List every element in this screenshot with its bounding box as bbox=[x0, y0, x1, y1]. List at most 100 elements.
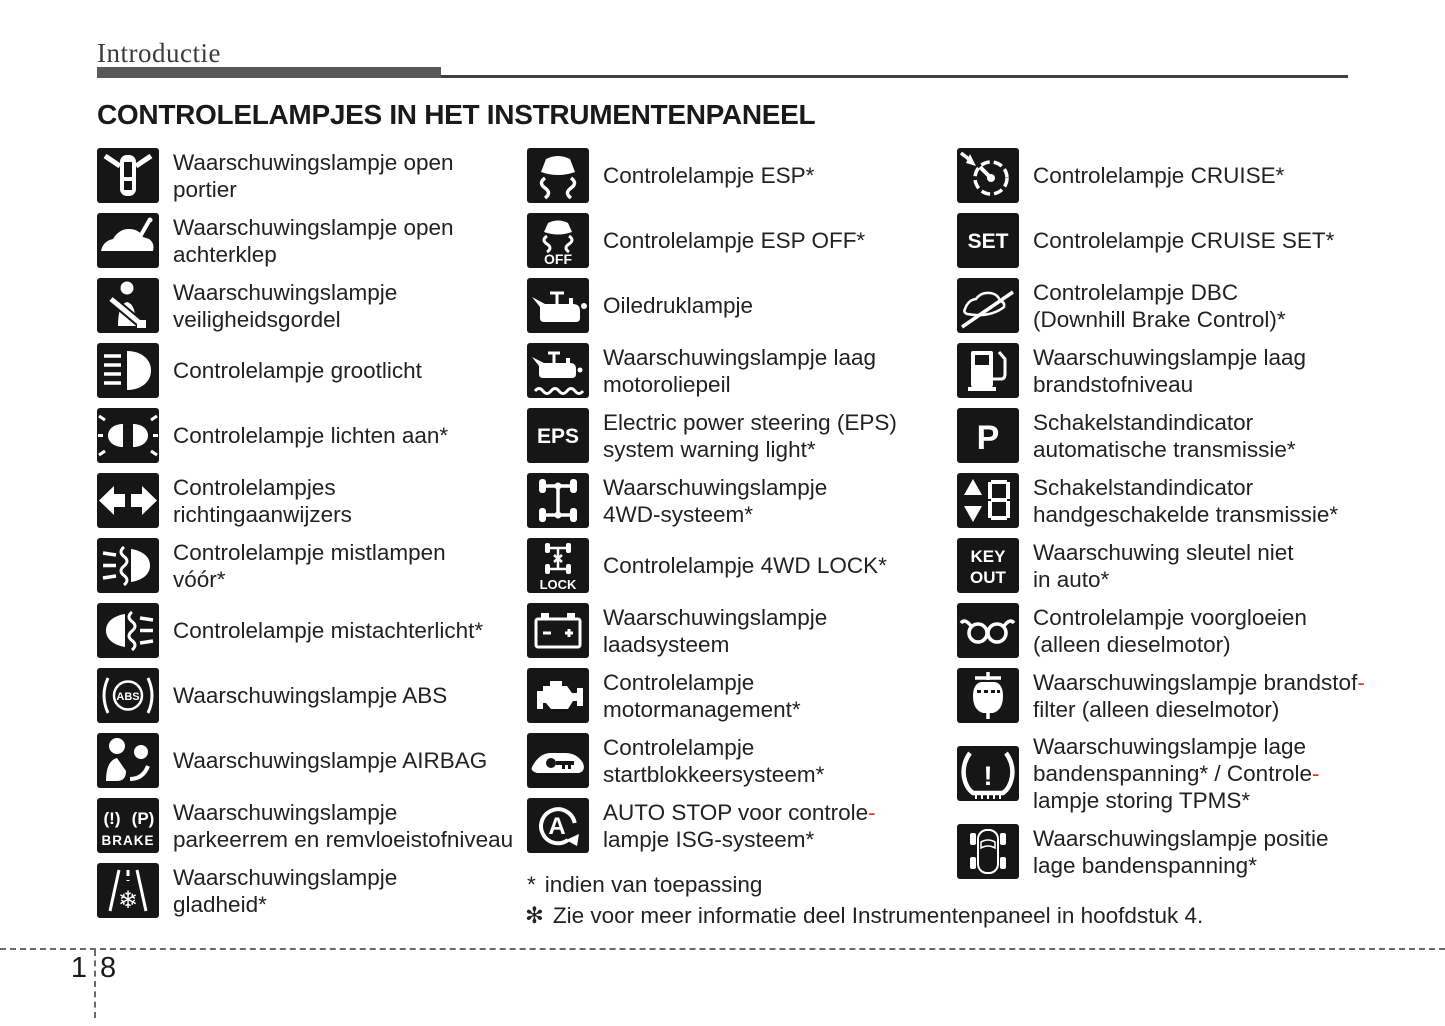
section-title: Introductie bbox=[97, 38, 221, 68]
tailgate-open-icon bbox=[97, 213, 159, 268]
indicator-row: Controlelampje startblokkeersysteem* bbox=[527, 733, 957, 788]
indicator-label: Waarschuwingslampje gladheid* bbox=[173, 864, 397, 918]
svg-text:EPS: EPS bbox=[537, 425, 579, 448]
footnote-text: Zie voor meer informatie deel Instrument… bbox=[552, 903, 1204, 928]
indicator-label: Controlelampjes richtingaanwijzers bbox=[173, 474, 352, 528]
indicator-row: Controlelampje DBC (Downhill Brake Contro… bbox=[957, 278, 1387, 333]
cruise-icon bbox=[957, 148, 1019, 203]
indicator-label-line: Waarschuwingslampje bbox=[173, 279, 398, 305]
indicator-label-line: filter (alleen dieselmotor) bbox=[1033, 696, 1280, 722]
indicator-row: Controlelampje CRUISE* bbox=[957, 148, 1387, 203]
indicator-label: Controlelampje grootlicht bbox=[173, 357, 422, 384]
header-bar bbox=[97, 67, 441, 78]
indicator-label-line: Controlelampjes bbox=[173, 474, 336, 500]
indicator-row: Controlelampje motormanagement* bbox=[527, 668, 957, 723]
indicator-label-line: system warning light* bbox=[603, 436, 816, 462]
front-fog-icon bbox=[97, 538, 159, 593]
indicator-row: Controlelampjes richtingaanwijzers bbox=[97, 473, 527, 528]
turn-signals-icon bbox=[97, 473, 159, 528]
indicator-label-line: portier bbox=[173, 176, 237, 202]
indicator-label-line: Waarschuwingslampje brandstof- bbox=[1033, 669, 1365, 695]
header-rule bbox=[441, 75, 1348, 78]
airbag-icon bbox=[97, 733, 159, 788]
svg-text:(!): (!) bbox=[104, 809, 121, 828]
indicator-label-line: Controlelampje bbox=[603, 669, 755, 695]
indicator-label-line: Waarschuwingslampje ABS bbox=[173, 683, 448, 708]
indicator-row: Waarschuwingslampje veiligheidsgordel bbox=[97, 278, 527, 333]
indicator-label-line: Controlelampje mistachterlicht* bbox=[173, 618, 484, 643]
svg-text:LOCK: LOCK bbox=[540, 577, 577, 592]
indicator-label-line: veiligheidsgordel bbox=[173, 306, 341, 332]
indicator-label-line: gladheid* bbox=[173, 891, 267, 917]
indicator-label: Waarschuwingslampje laag motoroliepeil bbox=[603, 344, 876, 398]
indicator-label-line: Controlelampje 4WD LOCK* bbox=[603, 553, 887, 578]
indicator-row: Schakelstandindicator handgeschakelde tra… bbox=[957, 473, 1387, 528]
indicator-label: Electric power steering (EPS) system warn… bbox=[603, 409, 897, 463]
battery-icon bbox=[527, 603, 589, 658]
indicator-row: SET Controlelampje CRUISE SET* bbox=[957, 213, 1387, 268]
footer-divider bbox=[0, 948, 1445, 950]
indicator-label: Waarschuwingslampje 4WD-systeem* bbox=[603, 474, 827, 528]
indicator-column-1: Waarschuwingslampje open portier Waarschuw… bbox=[97, 148, 527, 928]
page-number: 8 bbox=[100, 952, 117, 984]
indicator-label-line: Controlelampje CRUISE SET* bbox=[1033, 228, 1335, 253]
indicator-label: Waarschuwingslampje AIRBAG bbox=[173, 747, 487, 774]
indicator-label-line: Schakelstandindicator bbox=[1033, 409, 1254, 435]
indicator-row: Controlelampje ESP* bbox=[527, 148, 957, 203]
indicator-label: Waarschuwing sleutel niet in auto* bbox=[1033, 539, 1294, 593]
asterisk-symbol: * bbox=[527, 872, 536, 897]
indicator-label-line: 4WD-systeem* bbox=[603, 501, 754, 527]
svg-text:OFF: OFF bbox=[544, 251, 572, 267]
indicator-label: Controlelampje CRUISE SET* bbox=[1033, 227, 1334, 254]
indicator-label-line: (alleen dieselmotor) bbox=[1033, 631, 1231, 657]
svg-text:!: ! bbox=[984, 761, 993, 791]
indicator-label-line: Controlelampje DBC bbox=[1033, 279, 1239, 305]
indicator-label: Controlelampje voorgloeien (alleen diesel… bbox=[1033, 604, 1307, 658]
indicator-row: EPS Electric power steering (EPS) system w… bbox=[527, 408, 957, 463]
indicator-label-line: Waarschuwingslampje open bbox=[173, 214, 454, 240]
indicator-label-line: bandenspanning* / Controle- bbox=[1033, 761, 1320, 786]
indicator-label-line: lage bandenspanning* bbox=[1033, 852, 1257, 878]
indicator-label: Controlelampje 4WD LOCK* bbox=[603, 552, 887, 579]
indicator-label-line: parkeerrem en remvloeistofniveau bbox=[173, 826, 514, 852]
svg-text:KEY: KEY bbox=[971, 547, 1007, 566]
indicator-row: Waarschuwingslampje positie lage bandensp… bbox=[957, 824, 1387, 879]
indicator-label: Waarschuwingslampje ABS bbox=[173, 682, 447, 709]
indicator-row: A AUTO STOP voor controle-lampje ISG-syst… bbox=[527, 798, 957, 853]
slippery-road-icon: ❄ bbox=[97, 863, 159, 918]
indicator-row: Controlelampje mistlampen vóór* bbox=[97, 538, 527, 593]
fourwd-lock-icon: LOCK bbox=[527, 538, 589, 593]
indicator-label: Waarschuwingslampje open portier bbox=[173, 149, 454, 203]
indicator-label-line: Controlelampje ESP OFF* bbox=[603, 228, 866, 253]
indicator-label-line: Waarschuwingslampje laag bbox=[603, 344, 877, 370]
indicator-label: Schakelstandindicator handgeschakelde tra… bbox=[1033, 474, 1338, 528]
eps-icon: EPS bbox=[527, 408, 589, 463]
indicator-row: Waarschuwingslampje AIRBAG bbox=[97, 733, 527, 788]
indicator-label: AUTO STOP voor controle-lampje ISG-syste… bbox=[603, 799, 876, 853]
svg-text:BRAKE: BRAKE bbox=[101, 833, 154, 848]
svg-text:(P): (P) bbox=[132, 809, 155, 828]
indicator-label-line: Controlelampje voorgloeien bbox=[1033, 604, 1307, 630]
indicator-label-line: Controlelampje mistlampen bbox=[173, 539, 446, 565]
esp-icon bbox=[527, 148, 589, 203]
indicator-label-line: richtingaanwijzers bbox=[173, 501, 352, 527]
fourwd-icon bbox=[527, 473, 589, 528]
indicator-row: Controlelampje lichten aan* bbox=[97, 408, 527, 463]
immobilizer-icon bbox=[527, 733, 589, 788]
svg-text:P: P bbox=[977, 419, 1000, 457]
tpms-icon: ! bbox=[957, 746, 1019, 801]
seatbelt-icon bbox=[97, 278, 159, 333]
key-out-icon: KEY OUT bbox=[957, 538, 1019, 593]
indicator-label-line: startblokkeersysteem* bbox=[603, 761, 825, 787]
oil-pressure-icon bbox=[527, 278, 589, 333]
indicator-label-line: achterklep bbox=[173, 241, 277, 267]
tire-position-icon bbox=[957, 824, 1019, 879]
indicator-label-line: Schakelstandindicator bbox=[1033, 474, 1254, 500]
dbc-icon bbox=[957, 278, 1019, 333]
glow-plug-icon bbox=[957, 603, 1019, 658]
indicator-label-line: brandstofniveau bbox=[1033, 371, 1194, 397]
indicator-row: Oiledruklampje bbox=[527, 278, 957, 333]
auto-stop-icon: A bbox=[527, 798, 589, 853]
indicator-label-line: motormanagement* bbox=[603, 696, 801, 722]
